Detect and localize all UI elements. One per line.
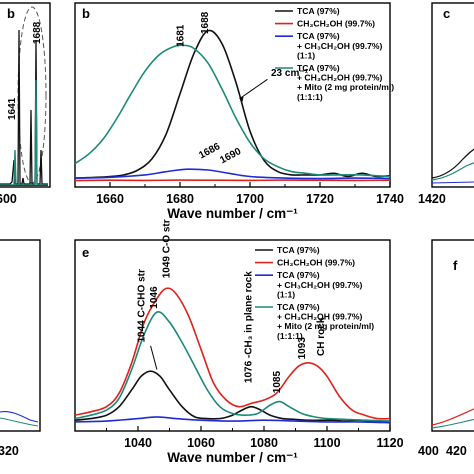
peak-annotation: 1044 C-CHO str: [136, 269, 147, 342]
left-strip-peak-1641: 1641: [7, 97, 18, 120]
chart-panel-e: e 1040 1060 1080 1100 1120 Wave number / cm⁻¹ 1…: [74, 219, 404, 465]
legend-entry-text: + Mito (2 mg protein/ml): [297, 82, 394, 92]
x-tick-label: 1740: [376, 192, 404, 206]
x-tick-label: 1720: [306, 192, 334, 206]
x-tick-label: 1680: [166, 192, 194, 206]
panel-label: b: [82, 6, 90, 21]
plot-frame: [74, 2, 391, 188]
left-strip-bottom: 320: [0, 239, 41, 458]
legend-entry-text: CH₃CH₂OH (99.7%): [297, 19, 375, 29]
right-bottom-tick-label-400: 400: [418, 444, 439, 458]
right-bottom-red-trace: [431, 408, 474, 426]
peak-annotation: 23 cm⁻¹: [271, 68, 309, 79]
legend-entry-text: + CH₃CH₂OH (99.7%): [277, 280, 363, 290]
peak-annotation: 1681: [176, 24, 187, 47]
peak-annotation: CH rock: [316, 317, 327, 356]
legend-entry-text: + CH₃CH₂OH (99.7%): [297, 41, 383, 51]
legend-entry-text: TCA (97%): [277, 245, 320, 255]
right-strip-black-trace: [431, 148, 474, 179]
series-line-red: [74, 287, 391, 420]
series-line-blue: [74, 168, 391, 180]
right-bottom-tick-label-420: 420: [446, 444, 467, 458]
x-tick-label: 1060: [187, 436, 215, 450]
left-strip-panel-label: b: [7, 6, 15, 21]
left-bottom-teal-trace: [0, 417, 39, 427]
peak-annotation: 1688: [200, 11, 211, 34]
series-line-black: [74, 370, 391, 423]
annotation-arrow: [239, 78, 268, 100]
left-strip-top: b 1688 1641 600: [0, 2, 51, 206]
legend-entry-text: TCA (97%): [277, 270, 320, 280]
right-bottom-panel-label: f: [453, 258, 458, 273]
legend-entry-text: + CH₃CH₂OH (99.7%): [277, 312, 363, 322]
x-tick-label: 1120: [376, 436, 403, 450]
peak-annotation: 1093: [297, 337, 308, 360]
left-strip-tick-label: 600: [0, 192, 17, 206]
legend-entry-text: TCA (97%): [277, 302, 320, 312]
x-tick-label: 1660: [96, 192, 124, 206]
legend-entry-text: TCA (97%): [297, 6, 340, 16]
peak-annotation: 1690: [218, 146, 243, 166]
legend-entry-text: TCA (97%): [297, 63, 340, 73]
legend-entry-text: CH₃CH₂OH (99.7%): [277, 258, 355, 268]
x-axis-title: Wave number / cm⁻¹: [167, 206, 298, 221]
right-strip-top: c 1420: [418, 2, 474, 206]
legend-entry-text: (1:1:1): [297, 92, 323, 102]
left-strip-peak-1688: 1688: [32, 21, 43, 44]
legend-entry-text: TCA (97%): [297, 31, 340, 41]
peak-annotation: 1046: [149, 286, 160, 309]
right-strip-panel-label: c: [443, 6, 450, 21]
peak-annotation: 1049 C-O str: [162, 219, 173, 278]
x-tick-label: 1080: [250, 436, 278, 450]
right-strip-blue-trace: [431, 181, 474, 184]
chart-panel-b: b 1660 1680 1700 1720 1740 Wave number / cm⁻¹ 1…: [74, 2, 404, 221]
peak-annotation: 1085: [272, 371, 283, 394]
left-bottom-tick-label: 320: [0, 444, 19, 458]
annotation-arrow: [150, 345, 158, 370]
series-line-teal: [74, 310, 391, 422]
right-strip-teal-trace: [431, 162, 474, 181]
x-tick-label: 1040: [124, 436, 152, 450]
x-axis-title: Wave number / cm⁻¹: [167, 450, 298, 465]
legend-entry-text: (1:1): [277, 289, 295, 299]
x-tick-label: 1700: [236, 192, 264, 206]
right-bottom-teal-trace: [431, 418, 474, 429]
annotation-arrowhead: [239, 96, 244, 102]
legend-entry-text: (1:1): [297, 50, 315, 60]
series-line-red: [74, 179, 391, 182]
legend-entry-text: + CH₃CH₂OH (99.7%): [297, 73, 383, 83]
panel-label: e: [82, 245, 89, 260]
series-line-teal: [74, 44, 391, 178]
legend-entry-text: + Mito (2 mg protein/ml): [277, 321, 374, 331]
legend-entry-text: (1:1:1): [277, 331, 303, 341]
right-strip-tick-label: 1420: [418, 192, 446, 206]
series-line-blue: [74, 416, 391, 424]
x-tick-label: 1100: [313, 436, 340, 450]
peak-annotation: 1076 -CH₃ in plane rock: [243, 271, 254, 383]
left-bottom-blue-trace: [0, 411, 39, 423]
right-strip-bottom: f 400 420: [418, 239, 474, 458]
series-line-black: [74, 29, 391, 179]
